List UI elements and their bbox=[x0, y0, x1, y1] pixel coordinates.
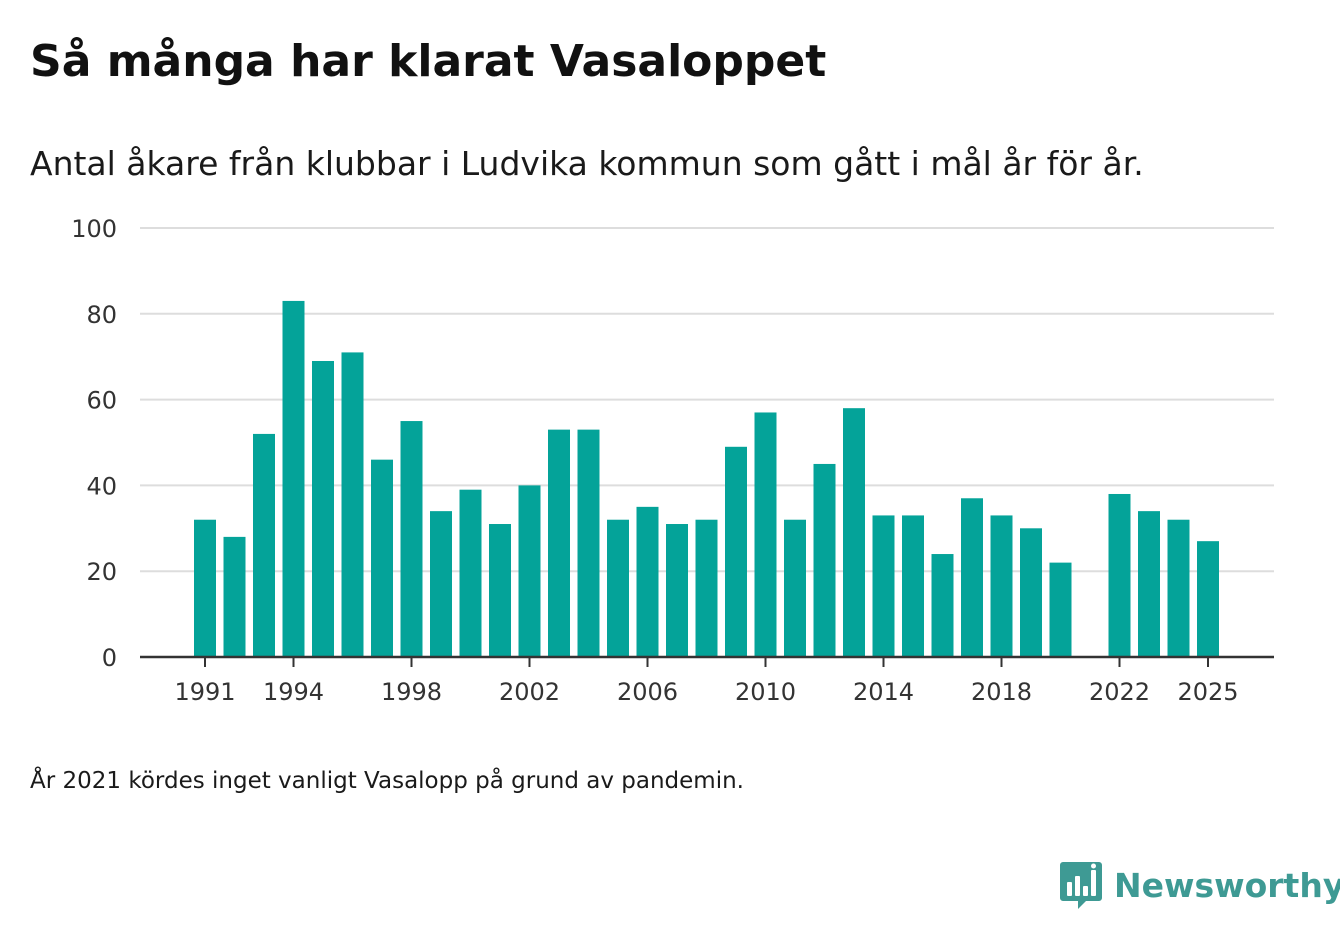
bar-2006 bbox=[636, 506, 659, 657]
chart-subtitle: Antal åkare från klubbar i Ludvika kommu… bbox=[30, 144, 1144, 183]
bar-2003 bbox=[548, 429, 570, 657]
bar-2002 bbox=[518, 485, 541, 657]
bar-2018 bbox=[990, 515, 1013, 657]
footnote: År 2021 kördes inget vanligt Vasalopp på… bbox=[30, 768, 744, 794]
y-tick-label: 40 bbox=[86, 472, 117, 500]
x-tick-label: 2006 bbox=[617, 678, 678, 706]
bar-2024 bbox=[1167, 519, 1190, 657]
bar-2017 bbox=[961, 498, 983, 657]
bar-2013 bbox=[843, 408, 865, 657]
bar-1993 bbox=[253, 433, 275, 657]
x-tick-label: 2022 bbox=[1089, 678, 1150, 706]
bar-1999 bbox=[430, 511, 452, 657]
newsworthy-logo-icon bbox=[1060, 862, 1102, 909]
bar-2009 bbox=[725, 446, 747, 657]
x-tick-label: 2010 bbox=[735, 678, 796, 706]
x-axis bbox=[140, 655, 1274, 667]
x-tick-label: 1991 bbox=[174, 678, 235, 706]
x-tick-label: 1998 bbox=[381, 678, 442, 706]
x-tick-label: 2018 bbox=[971, 678, 1032, 706]
bar-1991 bbox=[194, 519, 216, 657]
bars bbox=[194, 300, 1219, 657]
bar-2005 bbox=[607, 519, 629, 657]
bar-2020 bbox=[1049, 562, 1072, 657]
y-axis-labels: 0 20 40 60 80 100 bbox=[71, 215, 117, 672]
x-tick-label: 2025 bbox=[1177, 678, 1238, 706]
bar-1996 bbox=[341, 352, 364, 657]
bar-2025 bbox=[1197, 541, 1219, 657]
bar-2001 bbox=[489, 524, 511, 657]
x-tick-label: 1994 bbox=[263, 678, 324, 706]
x-tick-label: 2014 bbox=[853, 678, 914, 706]
bar-1998 bbox=[400, 421, 423, 657]
bar-1995 bbox=[312, 360, 334, 657]
y-tick-label: 20 bbox=[86, 558, 117, 586]
bar-1994 bbox=[282, 300, 305, 657]
brand-name: Newsworthy bbox=[1114, 865, 1340, 905]
brand[interactable]: Newsworthy bbox=[1060, 860, 1340, 910]
bar-2022 bbox=[1108, 493, 1131, 657]
bar-2008 bbox=[695, 519, 718, 657]
bar-2012 bbox=[813, 463, 836, 657]
bar-2023 bbox=[1138, 511, 1160, 657]
bar-2007 bbox=[666, 524, 688, 657]
bar-2004 bbox=[577, 429, 600, 657]
x-tick-label: 2002 bbox=[499, 678, 560, 706]
y-tick-label: 60 bbox=[86, 387, 117, 415]
bar-2014 bbox=[872, 515, 895, 657]
x-axis-labels: 1991 1994 1998 2002 2006 2010 2014 2018 2022 2025 bbox=[174, 678, 1238, 706]
bar-2010 bbox=[754, 412, 777, 657]
y-tick-label: 0 bbox=[102, 644, 117, 672]
bar-2016 bbox=[931, 554, 954, 657]
y-tick-label: 80 bbox=[86, 301, 117, 329]
bar-chart: 0 20 40 60 80 100 1991 1994 1998 2002 2006 2010 201… bbox=[71, 215, 1274, 706]
bar-2000 bbox=[459, 489, 482, 657]
bar-1992 bbox=[223, 536, 246, 657]
chart-title: Så många har klarat Vasaloppet bbox=[30, 36, 827, 87]
bar-2011 bbox=[784, 519, 806, 657]
bar-2019 bbox=[1020, 528, 1042, 657]
y-tick-label: 100 bbox=[71, 215, 117, 243]
bar-2015 bbox=[902, 515, 924, 657]
bar-1997 bbox=[371, 459, 393, 657]
